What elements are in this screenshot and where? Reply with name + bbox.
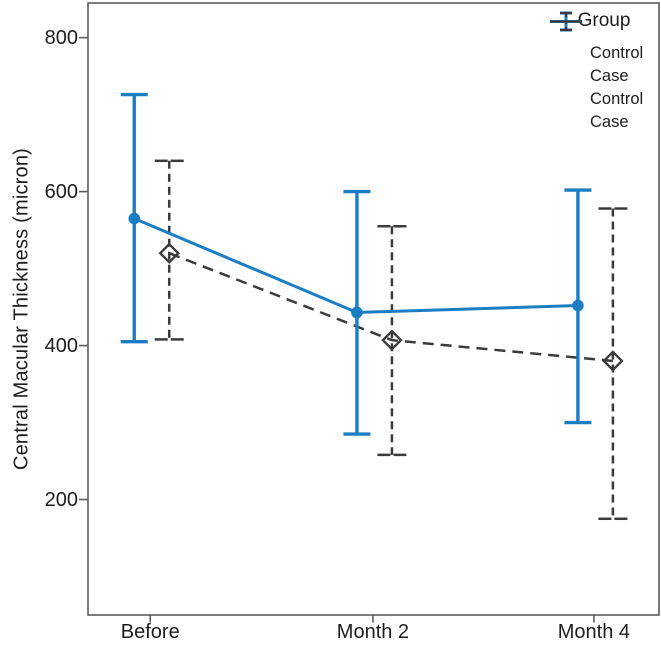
case-series-line: [168, 252, 614, 363]
legend-item-control-errorbar-solid: Control: [548, 11, 660, 65]
x-tick-label: Before: [120, 621, 180, 643]
y-tick-label: 600: [44, 180, 78, 203]
legend: Group Control Case Control Case: [548, 10, 660, 134]
control-line-solid-icon: [548, 20, 588, 111]
legend-item-label: Case: [590, 67, 629, 85]
legend-item-label: Control: [590, 44, 644, 62]
case-mean-marker: [602, 350, 624, 372]
case-errorbar-dashed-icon: [548, 11, 588, 88]
x-tick-label: Month 2: [336, 621, 410, 643]
legend-item-label: Control: [590, 90, 644, 108]
control-mean-marker: [572, 299, 584, 312]
control-mean-marker: [351, 306, 363, 319]
case-line-dashed-icon: [548, 20, 588, 134]
case-mean-marker: [158, 242, 180, 264]
legend-item-label: Case: [590, 113, 629, 131]
y-tick-label: 800: [44, 26, 78, 49]
x-tick-label: Month 4: [557, 621, 631, 643]
control-mean-marker: [128, 212, 141, 225]
legend-item-control-line-solid: Control: [548, 20, 660, 111]
y-tick-label: 400: [44, 334, 78, 357]
legend-item-case-errorbar-dashed: Case: [548, 11, 660, 88]
control-errorbar-solid-icon: [548, 11, 588, 65]
case-mean-marker: [381, 329, 403, 351]
y-tick-label: 200: [44, 488, 78, 511]
legend-title: Group: [577, 10, 631, 31]
legend-item-case-line-dashed: Case: [548, 20, 660, 134]
legend-items: Control Case Control Case: [548, 11, 660, 134]
